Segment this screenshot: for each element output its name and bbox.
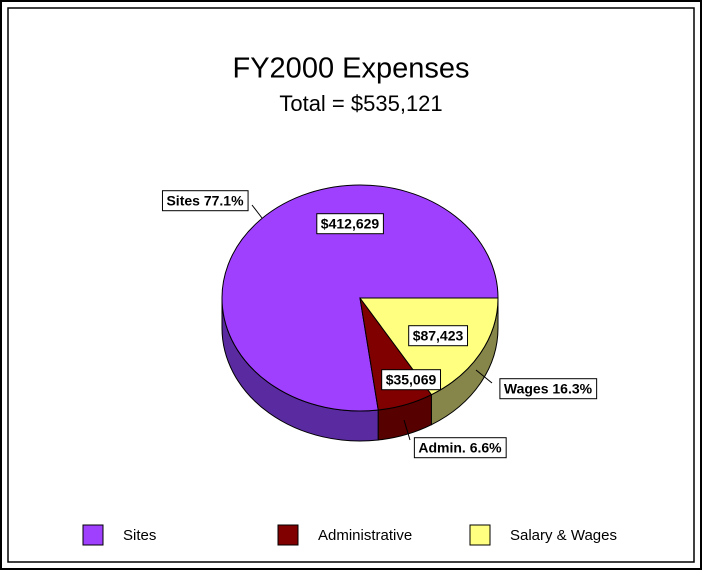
slice-label: Sites 77.1% bbox=[166, 193, 244, 209]
slice-label-box bbox=[413, 437, 507, 459]
chart-subtitle: Total = $535,121 bbox=[279, 91, 442, 116]
leader-line bbox=[251, 204, 263, 219]
value-label: $87,423 bbox=[413, 328, 464, 344]
legend-label: Sites bbox=[123, 527, 156, 544]
slice-label: Wages 16.3% bbox=[504, 381, 593, 397]
slice-label-box bbox=[161, 190, 249, 212]
pie-slice bbox=[221, 184, 499, 412]
legend-swatch bbox=[277, 524, 299, 546]
legend-swatch bbox=[82, 524, 104, 546]
legend-label: Administrative bbox=[318, 527, 412, 544]
slice-label-box bbox=[499, 378, 598, 400]
legend-label: Salary & Wages bbox=[510, 527, 617, 544]
value-label-box bbox=[408, 325, 469, 347]
value-label: $35,069 bbox=[386, 372, 437, 388]
legend-swatch bbox=[469, 524, 491, 546]
chart-title: FY2000 Expenses bbox=[233, 53, 470, 85]
leader-line bbox=[403, 419, 411, 441]
value-label-box bbox=[316, 213, 384, 235]
leader-line bbox=[475, 369, 493, 384]
slice-label: Admin. 6.6% bbox=[418, 440, 502, 456]
value-label: $412,629 bbox=[321, 216, 380, 232]
value-label-box bbox=[381, 369, 442, 391]
inner-frame bbox=[7, 7, 695, 563]
